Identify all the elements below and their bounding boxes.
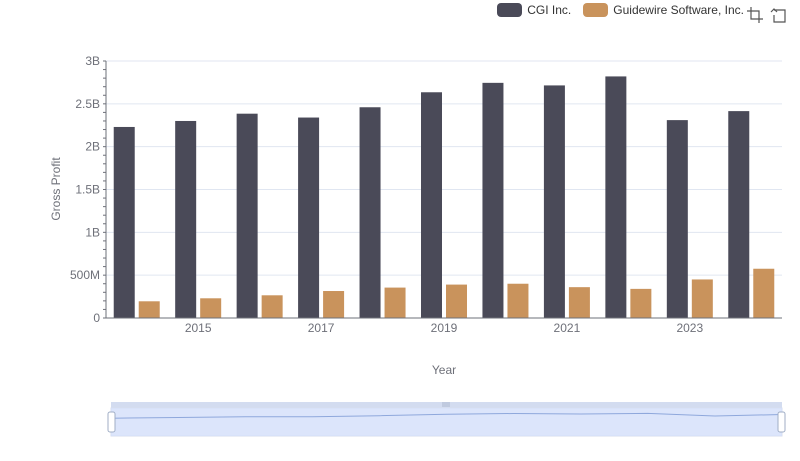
restore-icon[interactable] (770, 6, 788, 24)
zoom-icon[interactable] (746, 6, 764, 24)
y-tick-label: 2B (85, 140, 100, 154)
legend-label-cgi: CGI Inc. (527, 3, 572, 17)
slider-grip-icon[interactable] (442, 402, 450, 407)
bar-guidewire-2018[interactable] (384, 287, 406, 318)
y-tick-label: 3B (85, 54, 100, 68)
x-tick-label: 2019 (431, 321, 458, 335)
x-tick-label: 2023 (676, 321, 703, 335)
legend-swatch-cgi (497, 3, 523, 17)
toolbox (740, 6, 788, 24)
data-zoom-slider[interactable] (107, 402, 786, 437)
axes: 0 500M 1B 1.5B 2B 2.5B 3B 2015 2017 2019 2021 2023 (70, 54, 782, 335)
legend-swatch-guidewire (583, 3, 609, 17)
bar-cgi-2018[interactable] (359, 107, 381, 318)
bar-cgi-2014[interactable] (113, 126, 135, 318)
x-tick-label: 2015 (185, 321, 212, 335)
legend-item-cgi[interactable]: CGI Inc. (497, 3, 571, 17)
legend-label-guidewire: Guidewire Software, Inc. (613, 3, 744, 17)
y-tick-label: 1B (85, 225, 100, 239)
slider-handle-left[interactable] (107, 411, 116, 433)
bar-cgi-2024[interactable] (728, 111, 750, 319)
bar-cgi-2015[interactable] (175, 120, 197, 318)
x-tick-label: 2021 (554, 321, 581, 335)
bar-cgi-2017[interactable] (298, 117, 320, 318)
bar-guidewire-2016[interactable] (261, 295, 283, 318)
bar-cgi-2016[interactable] (236, 113, 258, 318)
grid-lines (106, 60, 782, 319)
bar-guidewire-2021[interactable] (568, 287, 590, 318)
y-tick-label: 2.5B (75, 97, 100, 111)
bars-group (113, 76, 775, 319)
bar-guidewire-2019[interactable] (446, 284, 467, 318)
bar-cgi-2019[interactable] (421, 92, 442, 318)
bar-cgi-2020[interactable] (482, 82, 504, 318)
y-tick-label: 0 (93, 311, 100, 325)
bar-cgi-2021[interactable] (543, 85, 565, 318)
legend-item-guidewire[interactable]: Guidewire Software, Inc. (583, 3, 744, 17)
slider-selection[interactable] (111, 408, 782, 436)
slider-handle-right[interactable] (777, 411, 786, 433)
slider-preview-line (110, 412, 783, 419)
x-tick-label: 2017 (308, 321, 335, 335)
legend: CGI Inc. Guidewire Software, Inc. (485, 3, 744, 17)
bar-cgi-2022[interactable] (605, 76, 627, 318)
y-tick-label: 1.5B (75, 183, 100, 197)
bar-guidewire-2020[interactable] (507, 283, 529, 318)
bar-guidewire-2015[interactable] (200, 298, 222, 318)
bar-guidewire-2024[interactable] (753, 268, 775, 318)
y-axis-title: Gross Profit (49, 157, 63, 221)
bar-cgi-2023[interactable] (666, 120, 688, 318)
x-axis-title: Year (432, 363, 456, 377)
y-tick-label: 500M (70, 268, 100, 282)
bar-guidewire-2023[interactable] (691, 279, 713, 318)
bar-guidewire-2014[interactable] (138, 301, 160, 318)
bar-guidewire-2017[interactable] (323, 291, 345, 318)
bar-guidewire-2022[interactable] (630, 288, 652, 318)
